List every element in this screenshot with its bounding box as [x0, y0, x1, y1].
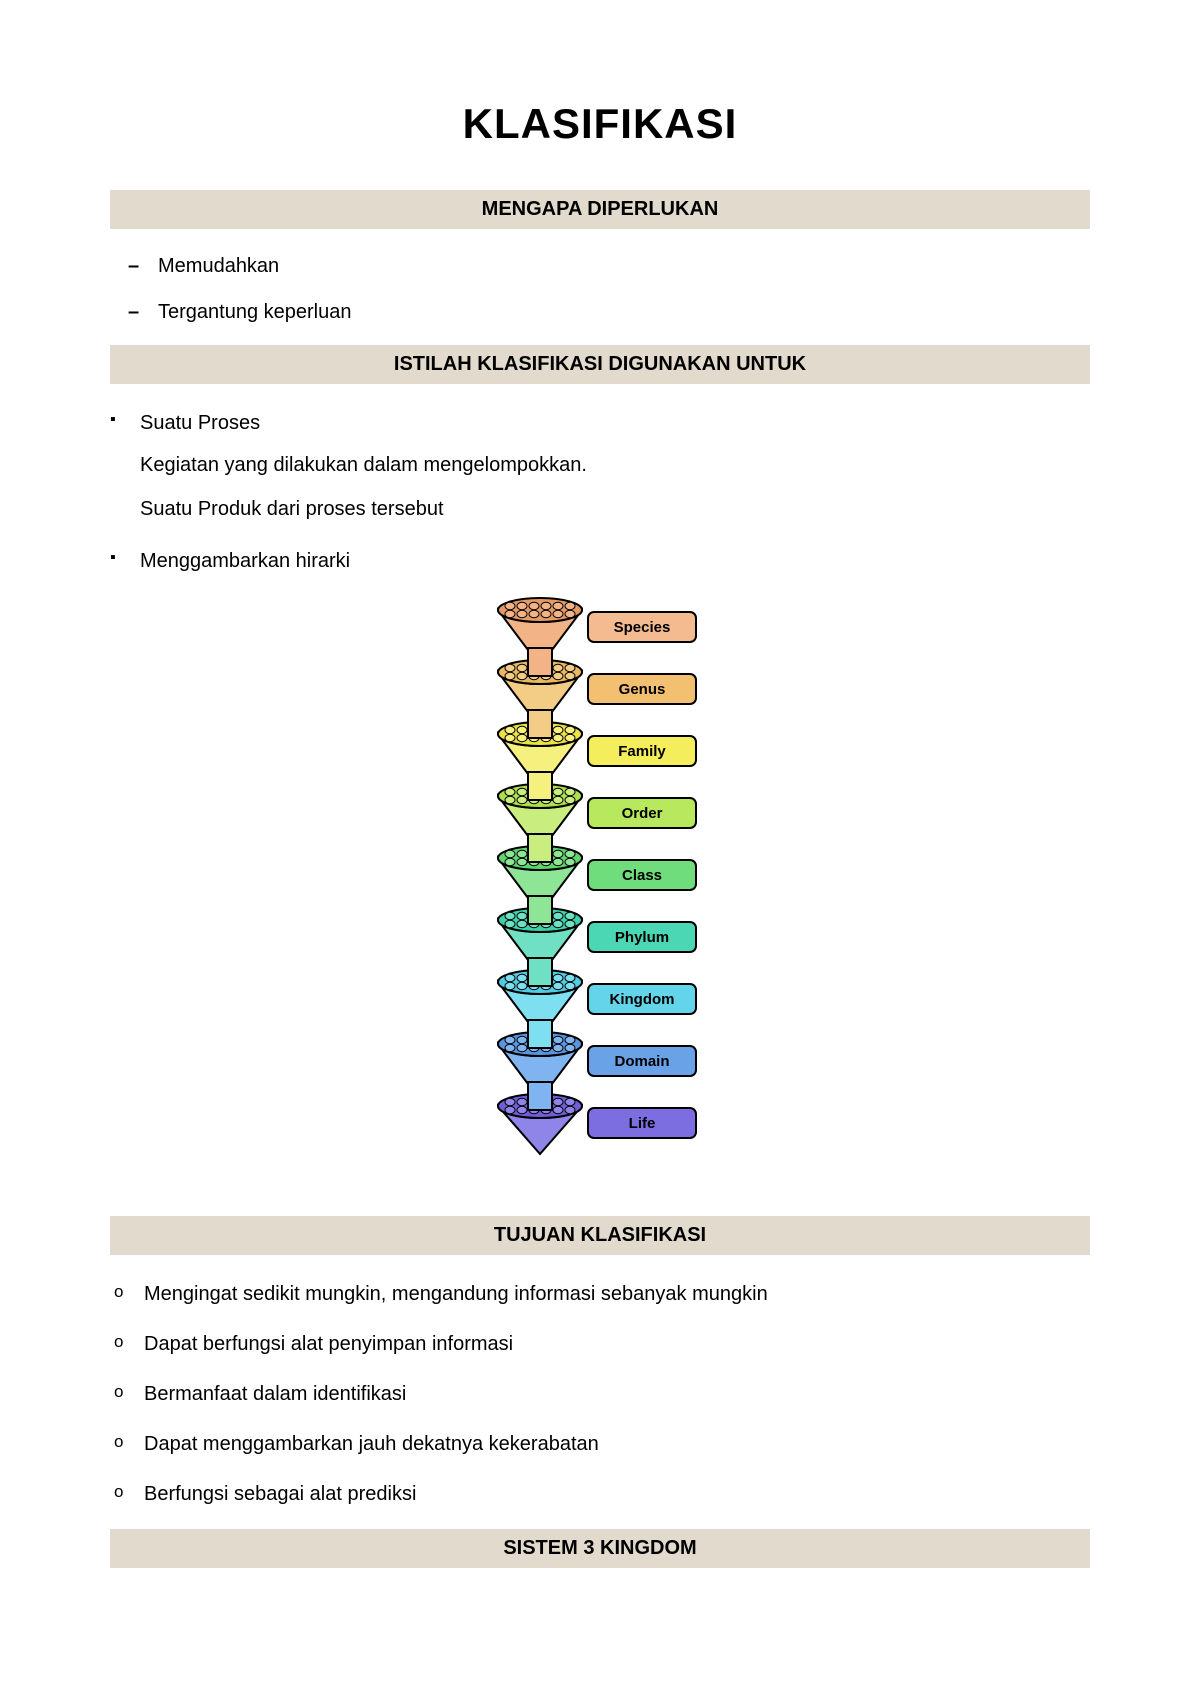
list-item: Dapat berfungsi alat penyimpan informasi — [110, 1319, 1090, 1369]
goals-list: Mengingat sedikit mungkin, mengandung in… — [110, 1269, 1090, 1519]
list-item-sub: Suatu Produk dari proses tersebut — [140, 490, 1090, 528]
list-item: Menggambarkan hirarki — [110, 536, 1090, 586]
list-item: Mengingat sedikit mungkin, mengandung in… — [110, 1269, 1090, 1319]
list-item: Suatu Proses Kegiatan yang dilakukan dal… — [110, 398, 1090, 536]
why-list: Memudahkan Tergantung keperluan — [110, 243, 1090, 335]
taxonomy-label: Class — [622, 867, 662, 884]
section-header-why: MENGAPA DIPERLUKAN — [110, 190, 1090, 229]
list-item: Memudahkan — [110, 243, 1090, 289]
section-header-goals: TUJUAN KLASIFIKASI — [110, 1216, 1090, 1255]
taxonomy-hierarchy-diagram: Life Domain Kingdom Phylum Class Order Family G… — [440, 596, 760, 1196]
taxonomy-label: Order — [622, 805, 663, 822]
section-header-system3: SISTEM 3 KINGDOM — [110, 1529, 1090, 1568]
section-header-term: ISTILAH KLASIFIKASI DIGUNAKAN UNTUK — [110, 345, 1090, 384]
page-title: KLASIFIKASI — [110, 100, 1090, 148]
taxonomy-label: Genus — [619, 681, 666, 698]
list-item-sub: Kegiatan yang dilakukan dalam mengelompo… — [140, 446, 1090, 484]
list-item-text: Suatu Proses — [140, 412, 260, 434]
list-item: Bermanfaat dalam identifikasi — [110, 1369, 1090, 1419]
taxonomy-label: Family — [618, 743, 666, 760]
term-list: Suatu Proses Kegiatan yang dilakukan dal… — [110, 398, 1090, 586]
taxonomy-label: Kingdom — [610, 991, 675, 1008]
list-item: Tergantung keperluan — [110, 289, 1090, 335]
taxonomy-label: Life — [629, 1115, 656, 1132]
list-item-text: Menggambarkan hirarki — [140, 550, 350, 572]
list-item: Berfungsi sebagai alat prediksi — [110, 1469, 1090, 1519]
taxonomy-label: Species — [614, 619, 671, 636]
list-item: Dapat menggambarkan jauh dekatnya kekera… — [110, 1419, 1090, 1469]
taxonomy-label: Phylum — [615, 929, 669, 946]
taxonomy-label: Domain — [614, 1053, 669, 1070]
